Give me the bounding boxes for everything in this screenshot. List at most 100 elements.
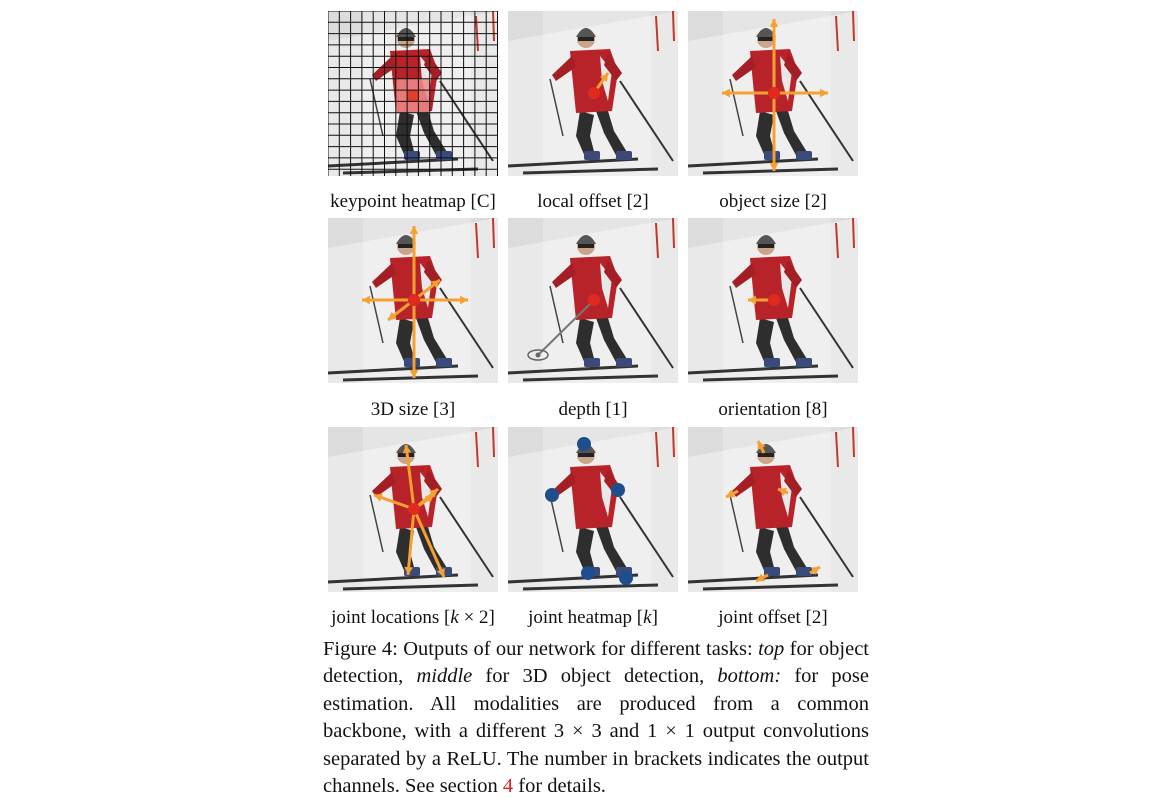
arrow-shaft — [412, 508, 446, 578]
keypoint-dot — [768, 87, 780, 99]
arrow-head — [756, 573, 765, 582]
label-joint-offset: joint offset [2] — [718, 607, 828, 628]
ski-pole — [619, 287, 674, 369]
skier-hat — [576, 235, 596, 244]
ski-pole — [799, 496, 854, 578]
ski-boot — [616, 358, 632, 367]
skier-image — [508, 427, 678, 592]
eye-pupil — [535, 352, 541, 358]
ski-boot — [404, 151, 420, 160]
skier-image — [328, 11, 498, 176]
arrow-head — [820, 88, 828, 98]
ski-boot — [436, 358, 452, 367]
skier-leg — [576, 111, 596, 159]
ski-pole — [369, 285, 384, 344]
ski-pole — [549, 494, 564, 553]
ski — [522, 167, 659, 175]
panel-3d-size — [328, 218, 498, 383]
keypoint-dot — [408, 294, 420, 306]
ski — [342, 583, 479, 591]
skier-image — [328, 218, 498, 383]
ski — [688, 573, 819, 584]
arrow-head — [374, 493, 383, 502]
ski-boot — [764, 567, 780, 576]
skier-image — [688, 427, 858, 592]
label-keypoint-heatmap: keypoint heatmap [C] — [330, 191, 496, 212]
ski-pole — [439, 496, 494, 578]
ski-boot — [796, 151, 812, 160]
ski-pole — [729, 78, 744, 137]
arrow-head — [722, 88, 730, 98]
arrow-head — [362, 295, 370, 305]
panel-joint-locations — [328, 427, 498, 592]
ski-boot — [796, 358, 812, 367]
keypoint-dot — [768, 294, 780, 306]
skier-hat — [576, 28, 596, 37]
skier-arm — [784, 469, 802, 497]
ski-boot — [796, 567, 812, 576]
skier-hat — [756, 28, 776, 37]
skier-leg — [756, 111, 776, 159]
arrow-head — [769, 163, 779, 171]
ski-pole — [369, 78, 384, 137]
ski-pole — [729, 494, 744, 553]
keypoint-dot — [408, 503, 420, 515]
ski-pole — [439, 80, 494, 162]
ski — [522, 374, 659, 382]
arrow-head — [404, 566, 414, 575]
skier-image — [508, 218, 678, 383]
ski — [702, 374, 839, 382]
arrow-shaft — [406, 508, 416, 576]
ski — [688, 157, 819, 168]
ski — [522, 583, 659, 591]
ski-pole — [619, 496, 674, 578]
skier-leg — [596, 318, 630, 366]
panel-object-size — [688, 11, 858, 176]
skier-leg — [576, 527, 596, 575]
label-joint-locations: joint locations [k × 2] — [331, 607, 495, 628]
ski — [688, 364, 819, 375]
label-3d-size: 3D size [3] — [370, 399, 456, 420]
arrow-head — [599, 73, 608, 82]
skier-hat — [396, 235, 416, 244]
arrow-head — [757, 441, 766, 450]
heatmap-peak — [407, 90, 418, 101]
ski — [328, 573, 459, 584]
skier-arm — [372, 472, 396, 497]
keypoint-dot — [611, 483, 625, 497]
skier-arm — [552, 472, 576, 497]
skier-leg — [756, 318, 776, 366]
ski-boot — [404, 358, 420, 367]
skier-arm — [552, 56, 576, 81]
section-reference-link[interactable]: 4 — [502, 775, 514, 798]
arrow-head — [388, 311, 397, 320]
skier-leg — [396, 318, 416, 366]
skier-arm — [372, 263, 396, 288]
eye-icon — [527, 349, 549, 361]
ski — [508, 573, 639, 584]
keypoint-dot — [581, 566, 595, 580]
skier-goggles — [398, 244, 414, 248]
arrow-head — [402, 445, 412, 454]
keypoint-dot — [588, 294, 600, 306]
ski-boot — [436, 151, 452, 160]
arrow-head — [726, 489, 735, 498]
arrow-head — [460, 295, 468, 305]
ski-pole — [729, 285, 744, 344]
label-local-offset: local offset [2] — [537, 191, 649, 212]
arrow-head — [769, 19, 779, 27]
label-object-size: object size [2] — [719, 191, 827, 212]
skier-goggles — [758, 37, 774, 41]
ski-boot — [764, 151, 780, 160]
skier-goggles — [398, 37, 414, 41]
ski-pole — [549, 78, 564, 137]
ski-pole — [799, 287, 854, 369]
ski — [508, 157, 639, 168]
skier-image — [688, 218, 858, 383]
arrow-head — [409, 370, 419, 378]
ski-boot — [584, 358, 600, 367]
keypoint-dot — [545, 488, 559, 502]
skier-leg — [756, 527, 776, 575]
skier-hat — [756, 235, 776, 244]
